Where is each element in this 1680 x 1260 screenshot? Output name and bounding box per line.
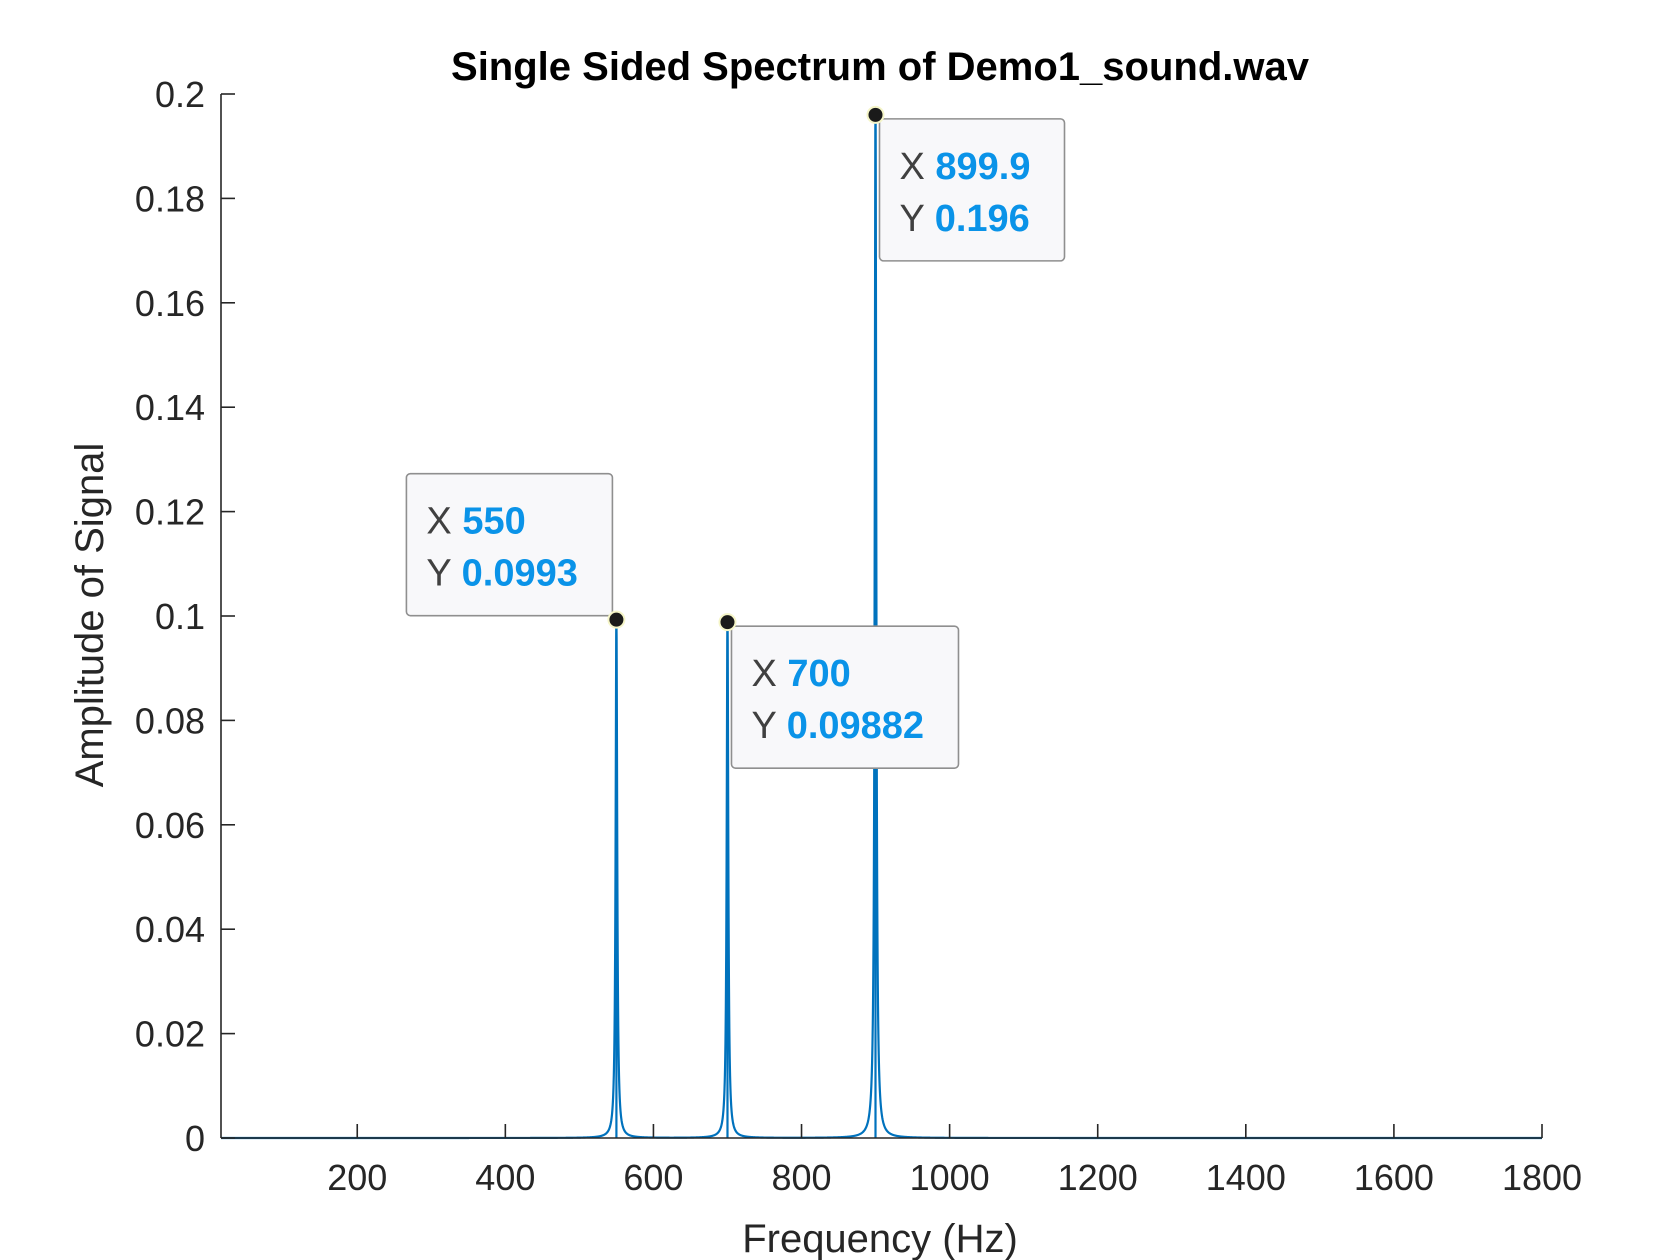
datatip-y-row: Y 0.0993 — [426, 553, 577, 595]
datatip-x-label: X — [426, 501, 462, 543]
datatip-box — [730, 625, 960, 769]
datatip-y-value: 0.09882 — [787, 705, 924, 747]
y-tick-label: 0.14 — [135, 387, 205, 428]
datatip-3[interactable]: X 899.9Y 0.196 — [866, 105, 1066, 262]
datatip-x-label: X — [751, 653, 787, 695]
y-axis-label: Amplitude of Signal — [68, 443, 112, 788]
chart-title: Single Sided Spectrum of Demo1_sound.wav — [451, 45, 1310, 89]
y-tick-label: 0.1 — [155, 596, 205, 637]
y-tick-label: 0 — [185, 1118, 205, 1159]
datatip-x-row: X 550 — [426, 501, 525, 543]
datatip-y-label: Y — [426, 553, 461, 595]
datatip-y-row: Y 0.196 — [900, 198, 1030, 240]
datatip-y-label: Y — [900, 198, 935, 240]
datatip-y-row: Y 0.09882 — [751, 705, 924, 747]
datatip-marker[interactable] — [866, 105, 885, 124]
datatip-x-row: X 899.9 — [900, 146, 1031, 188]
datatip-y-label: Y — [751, 705, 786, 747]
y-tick-label: 0.02 — [135, 1014, 205, 1055]
datatip-x-label: X — [900, 146, 936, 188]
x-tick-label: 1400 — [1206, 1157, 1286, 1198]
datatip-marker[interactable] — [607, 610, 626, 629]
x-tick-label: 1800 — [1502, 1157, 1582, 1198]
x-axis-ticks: 200 400 600 800 1000 1200 1400 1600 1800 — [327, 1124, 1582, 1198]
y-tick-label: 0.18 — [135, 178, 205, 219]
datatip-x-value: 550 — [462, 501, 525, 543]
x-tick-label: 1600 — [1354, 1157, 1434, 1198]
x-tick-label: 800 — [771, 1157, 831, 1198]
datatip-y-value: 0.196 — [935, 198, 1030, 240]
x-tick-label: 600 — [623, 1157, 683, 1198]
y-tick-label: 0.2 — [155, 74, 205, 115]
y-tick-label: 0.06 — [135, 805, 205, 846]
datatip-x-row: X 700 — [751, 653, 850, 695]
y-tick-label: 0.04 — [135, 909, 205, 950]
x-tick-label: 1000 — [910, 1157, 990, 1198]
y-tick-label: 0.16 — [135, 283, 205, 324]
y-tick-label: 0.12 — [135, 492, 205, 533]
datatip-box — [878, 118, 1066, 262]
x-tick-label: 200 — [327, 1157, 387, 1198]
x-tick-label: 400 — [475, 1157, 535, 1198]
datatip-x-value: 700 — [787, 653, 850, 695]
datatip-x-value: 899.9 — [935, 146, 1030, 188]
datatip-box — [405, 472, 614, 617]
x-axis-label: Frequency (Hz) — [742, 1217, 1018, 1260]
y-tick-label: 0.08 — [135, 700, 205, 741]
y-axis-ticks: 0 0.02 0.04 0.06 0.08 0.1 0.12 0.14 0.16 0.18 0.2 — [135, 74, 235, 1159]
x-tick-label: 1200 — [1058, 1157, 1138, 1198]
datatip-marker[interactable] — [718, 613, 737, 632]
datatip-y-value: 0.0993 — [462, 553, 578, 595]
